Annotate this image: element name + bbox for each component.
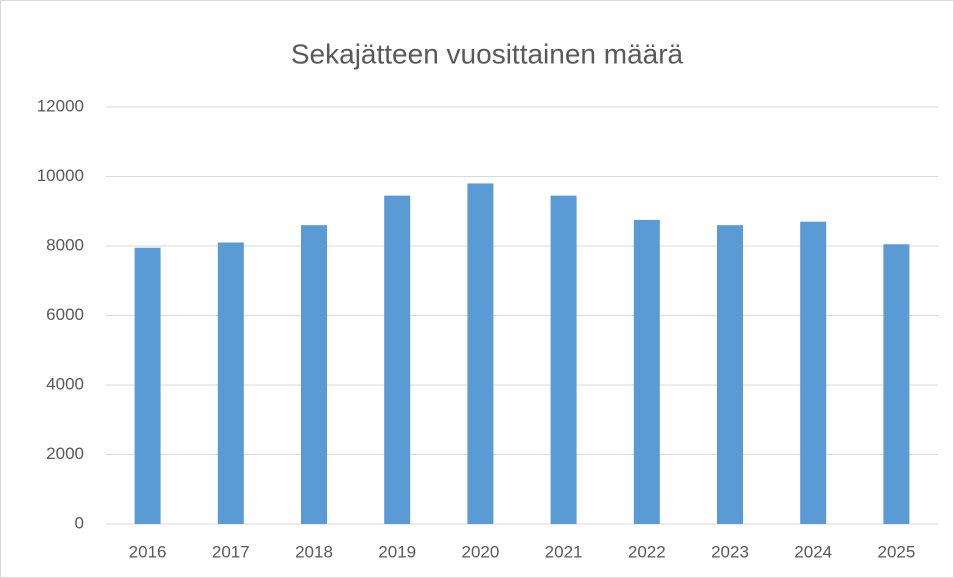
y-tick-label: 0 [75,513,84,532]
bar [301,225,327,524]
bar [467,183,494,524]
bar [717,225,743,524]
x-tick-label: 2018 [295,542,333,561]
x-tick-label: 2019 [378,542,416,561]
chart-title: Sekajätteen vuosittainen määrä [291,38,684,69]
y-tick-label: 2000 [46,444,84,463]
x-tick-label: 2016 [129,542,167,561]
y-tick-label: 12000 [37,96,84,115]
bar [883,244,910,524]
x-tick-label: 2024 [794,542,832,561]
y-tick-label: 10000 [37,166,84,185]
bar [800,221,827,525]
x-tick-label: 2023 [711,542,749,561]
bar [217,242,244,524]
y-tick-label: 8000 [46,235,84,254]
y-tick-label: 6000 [46,305,84,324]
x-tick-label: 2017 [212,542,250,561]
x-tick-label: 2020 [461,542,499,561]
bar [550,195,577,525]
x-tick-label: 2022 [628,542,666,561]
bar [134,247,161,525]
x-tick-label: 2025 [877,542,915,561]
bar [633,219,660,524]
x-tick-label: 2021 [545,542,583,561]
bar [384,195,411,525]
y-tick-label: 4000 [46,374,84,393]
